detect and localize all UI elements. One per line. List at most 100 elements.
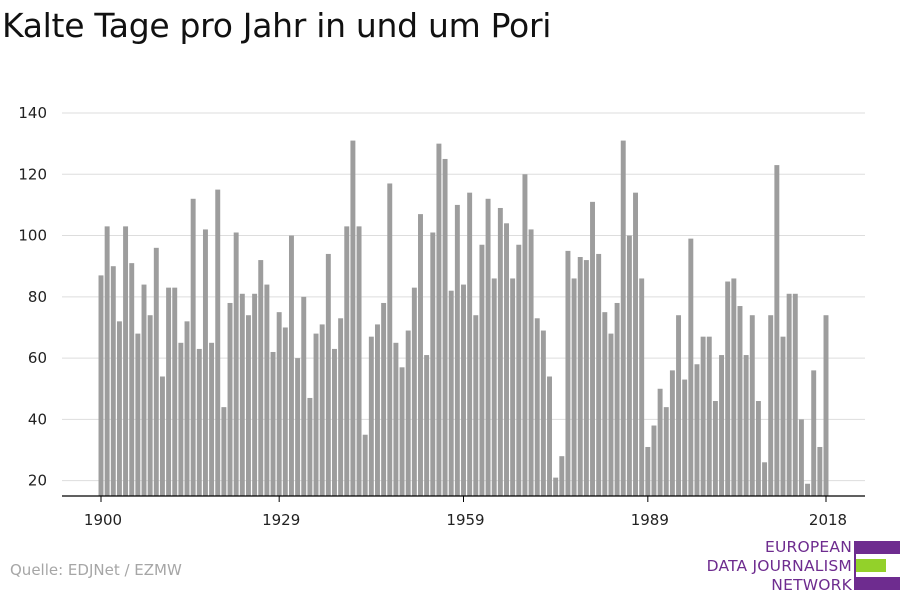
bar	[202, 229, 208, 496]
bar	[239, 293, 245, 496]
bar	[786, 293, 792, 496]
bar	[651, 425, 657, 496]
bar	[467, 192, 473, 496]
bar	[399, 367, 405, 496]
bar	[811, 370, 817, 496]
x-tick-label: 2018	[809, 511, 847, 529]
bar	[196, 348, 202, 496]
bar	[362, 434, 368, 496]
bar	[288, 235, 294, 496]
bar	[485, 198, 491, 497]
x-axis: 1900 1929 1959 1989 2018	[62, 495, 865, 529]
bar	[393, 342, 399, 496]
bar	[676, 315, 682, 496]
bar	[528, 229, 534, 496]
bar	[227, 302, 233, 496]
bar	[221, 407, 227, 496]
bar	[774, 165, 780, 496]
logo-bar-green	[856, 559, 886, 572]
bar	[755, 401, 761, 496]
bar	[504, 223, 509, 497]
bar	[129, 263, 135, 496]
bar	[565, 250, 571, 496]
y-tick-label: 120	[18, 165, 47, 183]
bar	[700, 336, 706, 496]
bar	[184, 321, 190, 496]
bar	[356, 226, 362, 496]
bar	[98, 275, 104, 496]
bar	[215, 189, 221, 496]
bar	[596, 253, 602, 496]
bar	[264, 284, 270, 496]
bar	[534, 318, 540, 496]
chart-title: Kalte Tage pro Jahr in und um Pori	[2, 6, 552, 45]
bar	[731, 278, 737, 496]
bar	[116, 321, 122, 496]
bar	[590, 201, 595, 497]
bar	[233, 232, 239, 496]
bar	[762, 462, 768, 496]
bar	[620, 140, 626, 496]
bar	[792, 293, 798, 496]
x-tick-label: 1989	[631, 511, 669, 529]
bar	[602, 312, 608, 496]
y-tick-label: 140	[18, 104, 47, 122]
bar	[387, 183, 393, 496]
bar	[510, 278, 516, 496]
bar	[411, 287, 417, 496]
edjnet-logo[interactable]: EUROPEAN DATA JOURNALISM NETWORK	[705, 538, 900, 596]
bar	[252, 293, 258, 496]
bar	[381, 302, 387, 496]
bar	[448, 290, 454, 496]
bar	[405, 330, 411, 496]
bar	[559, 456, 565, 496]
x-tick-label: 1929	[262, 511, 300, 529]
bar	[110, 266, 116, 496]
bar	[719, 355, 725, 496]
bar	[547, 376, 552, 496]
bar	[571, 278, 577, 496]
bar	[153, 247, 159, 496]
bar	[424, 355, 430, 496]
bar	[743, 355, 749, 496]
y-tick-label: 100	[18, 227, 47, 245]
bar	[577, 257, 583, 496]
bar	[430, 232, 436, 496]
bar	[282, 327, 288, 496]
logo-rule	[854, 541, 856, 590]
bar	[454, 204, 460, 497]
bar	[583, 260, 589, 496]
bar	[817, 446, 823, 496]
y-tick-label: 60	[28, 349, 47, 367]
bar	[669, 370, 675, 496]
bar	[338, 318, 344, 496]
bar	[540, 330, 546, 496]
bar	[368, 336, 374, 496]
bar	[614, 302, 620, 496]
bar	[344, 226, 350, 496]
bar	[209, 342, 215, 496]
bar	[147, 315, 153, 496]
bar	[639, 278, 645, 496]
bar	[805, 483, 811, 496]
bar	[104, 226, 110, 496]
bar-chart: 20 40 60 80 100 120 140 1900 1929 1959 1989 2018	[18, 104, 865, 529]
bar	[749, 315, 755, 496]
bars	[98, 140, 829, 497]
bar	[418, 214, 423, 497]
bar	[375, 324, 380, 496]
bar	[325, 253, 331, 496]
bar	[626, 235, 632, 496]
bar	[307, 397, 313, 496]
bar	[768, 315, 774, 496]
bar	[608, 333, 614, 496]
bar	[172, 287, 178, 496]
y-axis-labels: 20 40 60 80 100 120 140	[18, 104, 47, 490]
y-tick-label: 20	[28, 472, 47, 490]
bar	[497, 207, 503, 497]
bar	[159, 376, 165, 496]
bar	[190, 198, 196, 497]
logo-bar-purple-bottom	[856, 577, 900, 590]
bar	[442, 158, 448, 496]
source-note: Quelle: EDJNet / EZMW	[10, 561, 182, 579]
